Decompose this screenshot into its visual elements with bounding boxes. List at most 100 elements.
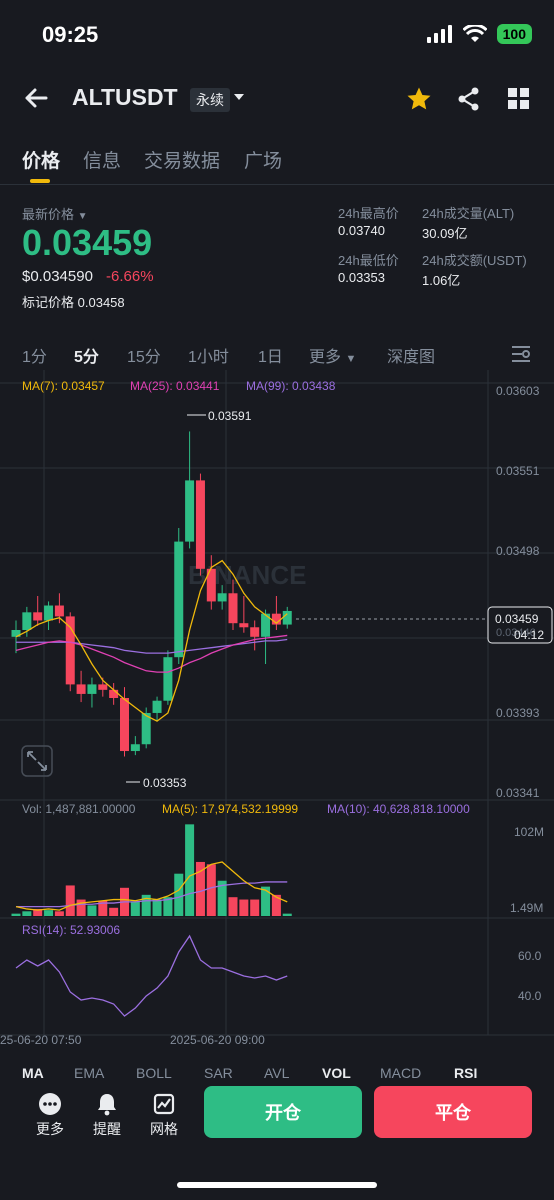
interval-5m[interactable]: 5分 [74, 349, 99, 366]
vol-ma5-legend: MA(5): 17,974,532.19999 [162, 802, 298, 816]
candle-body [65, 616, 75, 685]
active-tab-indicator [30, 179, 50, 183]
grid-menu-icon[interactable] [506, 86, 532, 112]
volume-bar [163, 897, 173, 916]
low-24h-label: 24h最低价 [338, 253, 399, 268]
symbol-title[interactable]: ALTUSDT [72, 84, 178, 110]
ma25-legend: MA(25): 0.03441 [130, 379, 220, 393]
close-position-button[interactable]: 平仓 [374, 1086, 532, 1138]
vol-ma10-legend: MA(10): 40,628,818.10000 [327, 802, 470, 816]
indicator-macd[interactable]: MACD [380, 1065, 421, 1080]
volume-bar [130, 901, 140, 916]
tab-trading-data[interactable]: 交易数据 [144, 151, 221, 172]
mark-price-value: 0.03458 [77, 295, 125, 310]
candle-body [109, 689, 119, 698]
ma99-line [16, 638, 288, 654]
tab-info[interactable]: 信息 [83, 151, 122, 172]
indicator-vol[interactable]: VOL [322, 1065, 351, 1080]
price-axis-label: 0.03498 [496, 544, 540, 558]
expand-chart-icon[interactable] [21, 745, 53, 777]
grid-trading-button[interactable]: 网格 [144, 1092, 184, 1139]
favorite-star-icon[interactable] [406, 86, 432, 112]
candle-body [185, 480, 195, 542]
indicator-sar[interactable]: SAR [204, 1065, 233, 1080]
turnover-24h-label: 24h成交额(USDT) [422, 253, 527, 268]
volume-bar [152, 899, 162, 916]
high-24h-label: 24h最高价 [338, 206, 399, 221]
home-indicator [177, 1182, 377, 1188]
watermark-text: BINANCE [188, 560, 306, 590]
candle [152, 696, 162, 722]
candle-body [250, 627, 260, 637]
volume-bar [109, 907, 119, 916]
indicator-ema[interactable]: EMA [74, 1065, 105, 1080]
current-price-label: 0.03459 [495, 612, 539, 626]
chart-settings-icon[interactable] [510, 344, 532, 364]
volume-bar [33, 908, 43, 916]
candle [261, 609, 271, 664]
latest-price-label[interactable]: 最新价格 ▼ [22, 207, 88, 222]
volume-bar [54, 911, 64, 916]
grid-chart-icon [153, 1093, 175, 1115]
wifi-icon [462, 25, 487, 42]
share-icon[interactable] [456, 86, 482, 112]
countdown-label: 04:12 [514, 628, 544, 642]
volume-legend: Vol: 1,487,881.00000 [22, 802, 136, 816]
volume-bar [174, 873, 184, 916]
price-axis-label: 0.03393 [496, 706, 540, 720]
low-24h-value: 0.03353 [338, 270, 385, 285]
candle-body [120, 698, 129, 752]
interval-1h[interactable]: 1小时 [188, 349, 229, 366]
candle-body [87, 684, 97, 694]
caret-down-icon[interactable] [232, 90, 246, 104]
candle [33, 596, 43, 626]
candle-body [98, 684, 108, 690]
volume-bar [76, 899, 86, 916]
candle [217, 585, 227, 610]
candle-body [174, 541, 184, 658]
indicator-avl[interactable]: AVL [264, 1065, 290, 1080]
volume-bar [87, 905, 97, 916]
candle [239, 596, 249, 633]
depth-chart-tab[interactable]: 深度图 [387, 349, 436, 366]
interval-more[interactable]: 更多 ▼ [309, 349, 357, 366]
high-marker-label: 0.03591 [208, 409, 252, 423]
indicator-ma[interactable]: MA [22, 1065, 44, 1080]
rsi-legend: RSI(14): 52.93006 [22, 923, 120, 937]
volume-bar [271, 894, 281, 916]
grid-label: 网格 [150, 1121, 178, 1137]
rsi-level-high: 60.0 [518, 949, 542, 963]
indicator-rsi[interactable]: RSI [454, 1065, 477, 1080]
vol-ma5-line [15, 861, 288, 911]
volume-bar [11, 913, 21, 916]
interval-15m[interactable]: 15分 [127, 349, 161, 366]
back-arrow-icon[interactable] [22, 84, 50, 112]
candle-body [130, 744, 140, 752]
indicator-boll[interactable]: BOLL [136, 1065, 172, 1080]
candle-body [282, 610, 292, 625]
rsi-line [15, 934, 288, 1017]
interval-1d[interactable]: 1日 [258, 349, 283, 366]
alert-button[interactable]: 提醒 [87, 1092, 127, 1139]
vol-ma10-line [16, 881, 288, 908]
tabs-divider [0, 184, 554, 185]
candle [109, 683, 119, 705]
ma7-line [15, 559, 288, 722]
time-axis-label: 25-06-20 07:50 [0, 1033, 82, 1047]
open-position-button[interactable]: 开仓 [204, 1086, 362, 1138]
price-axis-label: 0.03551 [496, 464, 540, 478]
more-dots-icon [39, 1093, 61, 1115]
candle [130, 736, 140, 756]
price-axis-behind-label: 0.03446 [496, 627, 536, 639]
candle [228, 579, 238, 630]
interval-1m[interactable]: 1分 [22, 349, 47, 366]
candle [174, 528, 184, 664]
more-button[interactable]: 更多 [30, 1092, 70, 1139]
volume-bar [282, 913, 292, 916]
kline-chart[interactable]: BINANCE MA(7): 0.03457 MA(25): 0.03441 M… [0, 370, 554, 1080]
battery-indicator: 100 [496, 24, 532, 44]
change-percent: -6.66% [106, 268, 154, 285]
candle [141, 707, 151, 749]
tab-square[interactable]: 广场 [244, 151, 283, 172]
tab-price[interactable]: 价格 [22, 151, 61, 172]
